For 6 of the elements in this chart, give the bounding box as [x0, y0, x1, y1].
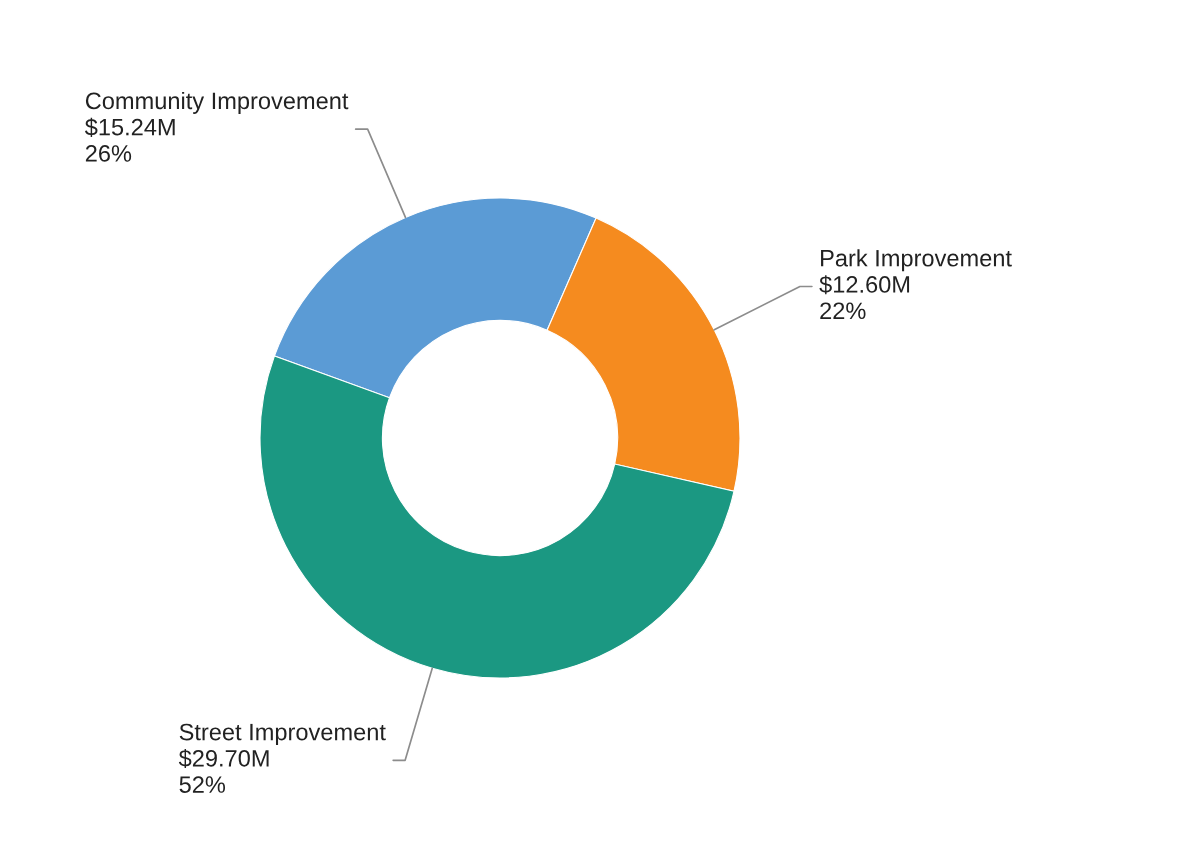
data-label: $29.70M 52%: [178, 748, 269, 793]
slice-label: Park Improvement: [821, 249, 1012, 272]
data-label: $12.60M 22%: [819, 275, 910, 320]
slice-label: Community Improvement: [85, 91, 349, 114]
data-label: $15.24M 26%: [84, 117, 175, 162]
slice-label: Street Improvement: [179, 723, 386, 746]
